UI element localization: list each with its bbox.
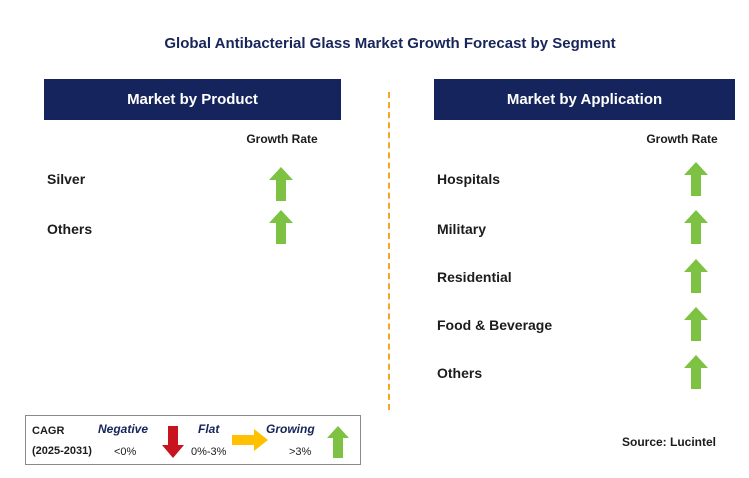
section-divider: [388, 92, 390, 410]
legend-flat-range: 0%-3%: [191, 446, 227, 458]
up-arrow-icon: [684, 259, 708, 293]
source-note: Source: Lucintel: [622, 435, 717, 449]
down-arrow-icon: [162, 426, 184, 458]
legend-growing-label: Growing: [266, 422, 315, 436]
product-row-label-silver: Silver: [47, 171, 86, 187]
application-panel-header: Market by Application: [434, 79, 735, 120]
legend-period-label: (2025-2031): [32, 445, 92, 457]
up-arrow-icon: [269, 167, 293, 201]
application-row-label-food-beverage: Food & Beverage: [437, 317, 553, 333]
legend-negative-range: <0%: [114, 446, 137, 458]
legend-flat-label: Flat: [198, 422, 220, 436]
up-arrow-icon: [684, 162, 708, 196]
legend-cagr-label: CAGR: [32, 425, 65, 437]
product-panel-header: Market by Product: [44, 79, 341, 120]
application-row-label-residential: Residential: [437, 269, 512, 285]
chart-title: Global Antibacterial Glass Market Growth…: [164, 35, 616, 52]
application-header-label: Market by Application: [506, 91, 663, 108]
product-growth-rate-label: Growth Rate: [246, 132, 318, 146]
up-arrow-icon: [327, 426, 349, 458]
right-arrow-icon: [232, 429, 268, 451]
product-row-label-others: Others: [47, 221, 93, 237]
application-growth-rate-label: Growth Rate: [646, 132, 718, 146]
legend-growing-range: >3%: [289, 446, 312, 458]
legend-negative-label: Negative: [98, 422, 149, 436]
application-row-label-others: Others: [437, 365, 483, 381]
application-row-label-hospitals: Hospitals: [437, 171, 501, 187]
up-arrow-icon: [684, 210, 708, 244]
product-header-label: Market by Product: [127, 91, 258, 108]
up-arrow-icon: [269, 210, 293, 244]
cagr-legend: CAGR (2025-2031) Negative <0% Flat 0%-3%…: [25, 415, 361, 465]
application-row-label-military: Military: [437, 221, 487, 237]
up-arrow-icon: [684, 355, 708, 389]
up-arrow-icon: [684, 307, 708, 341]
